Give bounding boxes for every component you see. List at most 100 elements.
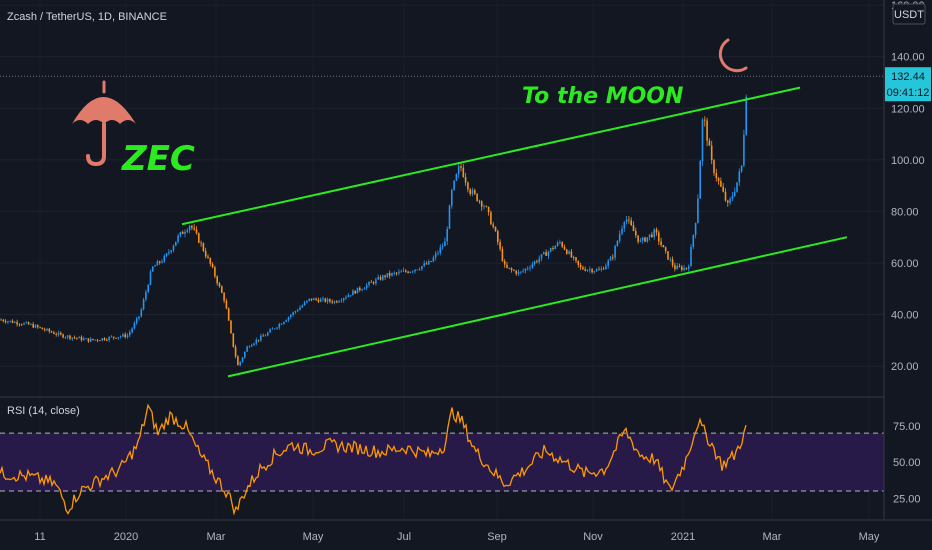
candle-body: [522, 270, 524, 272]
candle: [186, 228, 189, 234]
candle: [299, 305, 301, 311]
candle: [46, 328, 48, 332]
candle: [612, 254, 614, 261]
candle-body: [506, 264, 508, 268]
candle-body: [89, 338, 92, 342]
candle: [515, 269, 517, 276]
candle: [43, 327, 46, 332]
time-tick-label: Nov: [583, 531, 603, 543]
candle-body: [720, 180, 722, 187]
candle-body: [526, 268, 529, 270]
candle-body: [131, 328, 133, 333]
channel-lower-line[interactable]: [227, 236, 848, 378]
candle-body: [278, 323, 281, 328]
candle-body: [244, 351, 246, 358]
candle: [345, 295, 347, 300]
candle: [230, 319, 232, 334]
candle-body: [503, 260, 506, 265]
rsi-label: RSI (14, close): [7, 405, 80, 417]
candle-body: [83, 338, 85, 341]
time-axis[interactable]: 11 2020 Mar May Jul Sep Nov 2021 Mar May: [34, 531, 880, 543]
candle-body: [207, 256, 209, 258]
candle-body: [648, 234, 651, 238]
candle: [216, 275, 218, 286]
candle-body: [570, 251, 573, 258]
crescent-moon-icon: [718, 38, 748, 73]
candle: [0, 318, 2, 321]
candle-body: [280, 323, 283, 325]
candle: [20, 323, 23, 326]
candle: [161, 259, 163, 264]
candle: [487, 206, 490, 216]
moon-annotation[interactable]: To the MOON: [522, 84, 683, 109]
candle-body: [529, 267, 531, 269]
candle: [720, 177, 722, 188]
candle-body: [322, 298, 324, 300]
price-axis[interactable]: 20.0040.0060.0080.00100.00120.00140.0016…: [891, 0, 925, 373]
candle: [729, 196, 731, 206]
rsi-axis[interactable]: 25.00 50.00 75.00: [893, 421, 921, 505]
candle: [78, 336, 80, 339]
candle: [738, 168, 741, 186]
candle-body: [23, 323, 25, 325]
candle: [271, 327, 274, 330]
candle: [464, 172, 467, 186]
candle-body: [621, 228, 623, 234]
candle: [377, 274, 379, 280]
candle: [285, 319, 287, 323]
candle-body: [444, 241, 446, 247]
candle-body: [731, 195, 734, 199]
candle-body: [142, 299, 145, 310]
candle-body: [598, 269, 600, 271]
candle: [414, 269, 416, 274]
candle-body: [299, 307, 301, 311]
candle-body: [591, 269, 593, 273]
candle: [287, 316, 290, 323]
candle: [76, 337, 78, 340]
ticker-annotation[interactable]: ZEC: [121, 139, 195, 179]
candle-body: [177, 235, 179, 242]
candle-body: [395, 272, 398, 274]
candle: [384, 274, 386, 280]
candle: [165, 252, 168, 258]
candle: [278, 322, 281, 330]
candle: [653, 228, 655, 240]
candle-body: [692, 234, 695, 247]
candle-body: [223, 292, 225, 301]
candle-body: [253, 343, 255, 346]
candle-body: [200, 242, 202, 244]
candle-body: [393, 272, 396, 274]
candle: [483, 204, 485, 210]
rsi-tick-label: 75.00: [893, 421, 921, 433]
candle-body: [471, 190, 474, 194]
candle-body: [191, 225, 193, 228]
candle: [140, 307, 143, 318]
candle-body: [269, 329, 271, 333]
candle-body: [9, 320, 11, 322]
candle-body: [147, 284, 149, 292]
candle-body: [743, 134, 745, 166]
candle-body: [448, 205, 451, 229]
candle-body: [469, 189, 471, 194]
candle: [322, 296, 324, 302]
candle-body: [140, 309, 143, 317]
candle-body: [386, 273, 389, 278]
candle-body: [214, 267, 216, 277]
candle: [690, 243, 692, 267]
candle-body: [418, 269, 421, 270]
channel-upper-line[interactable]: [181, 86, 801, 226]
currency-box[interactable]: USDT: [892, 3, 926, 25]
candle-body: [338, 301, 340, 303]
candle-body: [561, 242, 563, 247]
candle: [623, 221, 626, 233]
candle-body: [501, 248, 504, 261]
candle: [262, 333, 264, 337]
candle-body: [370, 281, 373, 283]
candle-body: [428, 261, 430, 265]
candle-body: [276, 327, 278, 329]
candle-body: [490, 212, 492, 225]
candle-body: [694, 222, 697, 235]
candle: [237, 355, 239, 366]
candle-body: [400, 271, 402, 273]
